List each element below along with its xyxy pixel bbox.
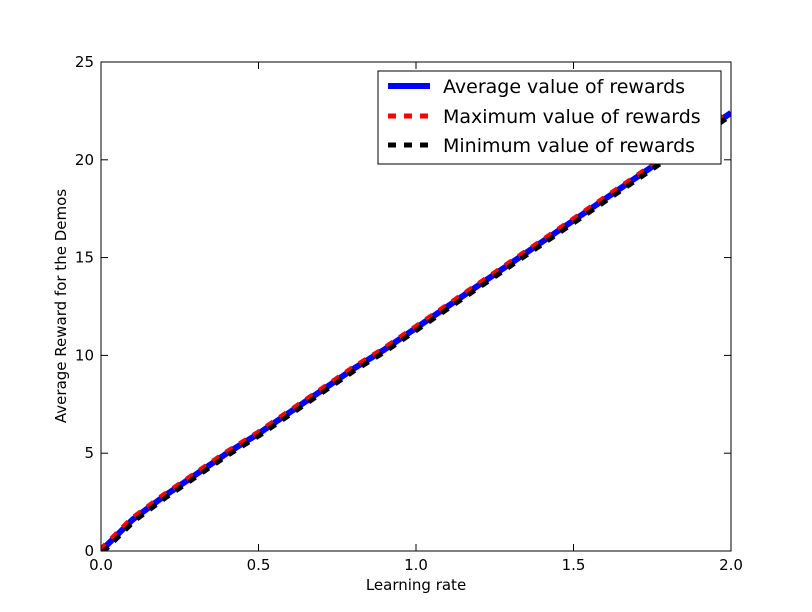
y-tick-label: 5 <box>84 444 94 462</box>
y-tick-label: 15 <box>75 249 94 267</box>
tick-layer: 0.0 0.5 1.0 1.5 2.0 0 5 10 15 20 25 <box>75 53 743 574</box>
legend-label-3: Minimum value of rewards <box>443 135 695 157</box>
x-tick-label: 2.0 <box>719 556 743 574</box>
y-tick-label: 10 <box>75 346 94 364</box>
series-line-2 <box>101 109 731 551</box>
y-tick-label: 20 <box>75 151 94 169</box>
legend: Average value of rewards Maximum value of… <box>377 70 722 165</box>
legend-box <box>377 70 722 165</box>
series-layer <box>101 109 731 551</box>
y-tick-label: 25 <box>75 53 94 71</box>
legend-label-1: Average value of rewards <box>443 76 685 98</box>
x-tick-label: 0.5 <box>247 556 271 574</box>
legend-items: Average value of rewards Maximum value of… <box>388 76 701 157</box>
y-tick-label: 0 <box>84 542 94 560</box>
x-tick-label: 0.0 <box>89 556 113 574</box>
x-axis-label: Learning rate <box>366 576 466 594</box>
legend-label-2: Maximum value of rewards <box>443 106 701 128</box>
x-tick-label: 1.0 <box>404 556 428 574</box>
series-line-3 <box>101 112 731 551</box>
y-axis-label: Average Reward for the Demos <box>52 189 70 423</box>
x-tick-label: 1.5 <box>562 556 586 574</box>
